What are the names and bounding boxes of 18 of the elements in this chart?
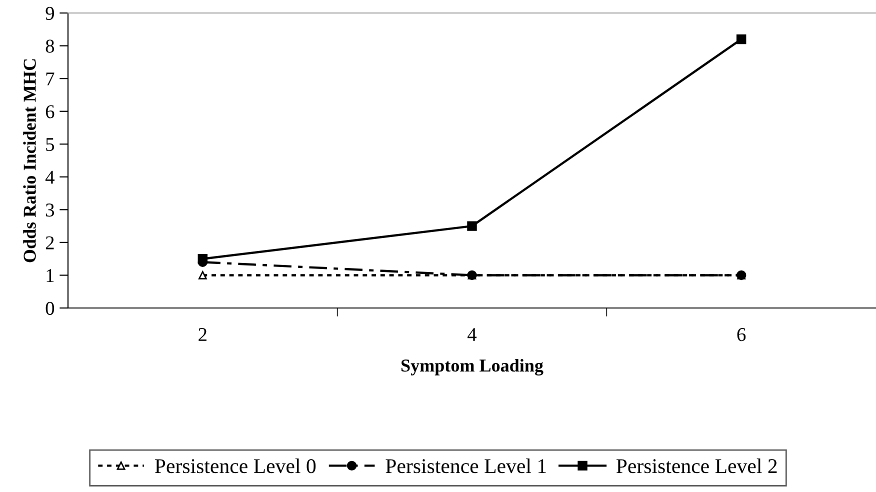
y-tick-label: 1: [46, 269, 54, 282]
y-tick-label: 2: [46, 236, 54, 250]
y-tick-label: 6: [46, 105, 54, 118]
x-tick-label: 4: [468, 328, 477, 341]
y-tick-label: 4: [45, 170, 54, 184]
y-tick-label: 7: [46, 72, 54, 86]
y-tick-label: 5: [46, 138, 54, 152]
x-tick-label: 2: [198, 328, 206, 341]
y-tick-label: 0: [46, 302, 54, 315]
legend-label: Persistence Level 2: [616, 458, 777, 474]
x-tick-label: 6: [737, 328, 746, 342]
y-axis-title: Odds Ratio Incident MHC: [23, 59, 36, 262]
legend-label: Persistence Level 1: [386, 458, 546, 474]
x-axis-title: Symptom Loading: [401, 358, 544, 376]
y-tick-label: 8: [46, 40, 54, 53]
y-tick-label: 9: [46, 6, 54, 20]
y-tick-label: 3: [46, 204, 54, 217]
legend-label: Persistence Level 0: [155, 458, 316, 474]
